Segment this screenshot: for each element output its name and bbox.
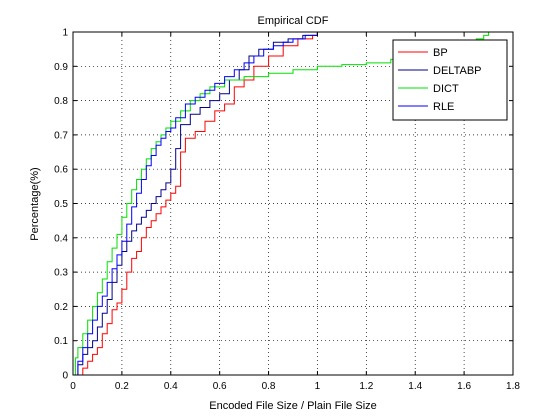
y-axis-label: Percentage(%) [29, 167, 41, 240]
series-lines [73, 32, 490, 376]
x-tick-label: 0.4 [164, 381, 178, 392]
x-tick-label: 1.4 [408, 381, 422, 392]
y-tick-label: 0.8 [54, 96, 68, 107]
legend-label-rle: RLE [433, 101, 454, 113]
y-tick-label: 0.4 [54, 233, 68, 244]
y-tick-label: 0 [62, 371, 68, 382]
legend-label-dict: DICT [433, 83, 459, 95]
legend: BP DELTABP DICT RLE [392, 39, 508, 121]
x-tick-label: 1.6 [457, 381, 471, 392]
legend-label-deltabp: DELTABP [433, 65, 482, 77]
x-tick-label: 0.6 [213, 381, 227, 392]
x-tick-label: 0.8 [262, 381, 276, 392]
series-line-rle [73, 32, 318, 376]
x-axis-label: Encoded File Size / Plain File Size [209, 400, 377, 412]
axis-ticks: 0 0.2 0.4 0.6 0.8 1 1.2 1.4 1.6 1.8 0 0.1 0.2 0.3 0.4 0… [54, 28, 520, 393]
y-tick-label: 0.5 [54, 199, 68, 210]
x-tick-label: 1.2 [359, 381, 373, 392]
legend-label-bp: BP [433, 47, 448, 59]
x-tick-label: 1 [315, 381, 321, 392]
chart-title: Empirical CDF [258, 15, 329, 27]
y-tick-label: 0.6 [54, 165, 68, 176]
y-tick-label: 0.9 [54, 62, 68, 73]
series-line-bp [73, 32, 318, 376]
x-tick-label: 1.8 [506, 381, 520, 392]
y-tick-label: 0.2 [54, 302, 68, 313]
grid-lines [73, 32, 513, 375]
y-tick-label: 0.3 [54, 268, 68, 279]
y-tick-label: 1 [62, 28, 68, 39]
y-tick-label: 0.7 [54, 130, 68, 141]
legend-box [392, 39, 508, 121]
y-tick-label: 0.1 [54, 336, 68, 347]
x-tick-label: 0 [70, 381, 76, 392]
x-tick-label: 0.2 [115, 381, 129, 392]
series-line-deltabp [73, 32, 318, 376]
